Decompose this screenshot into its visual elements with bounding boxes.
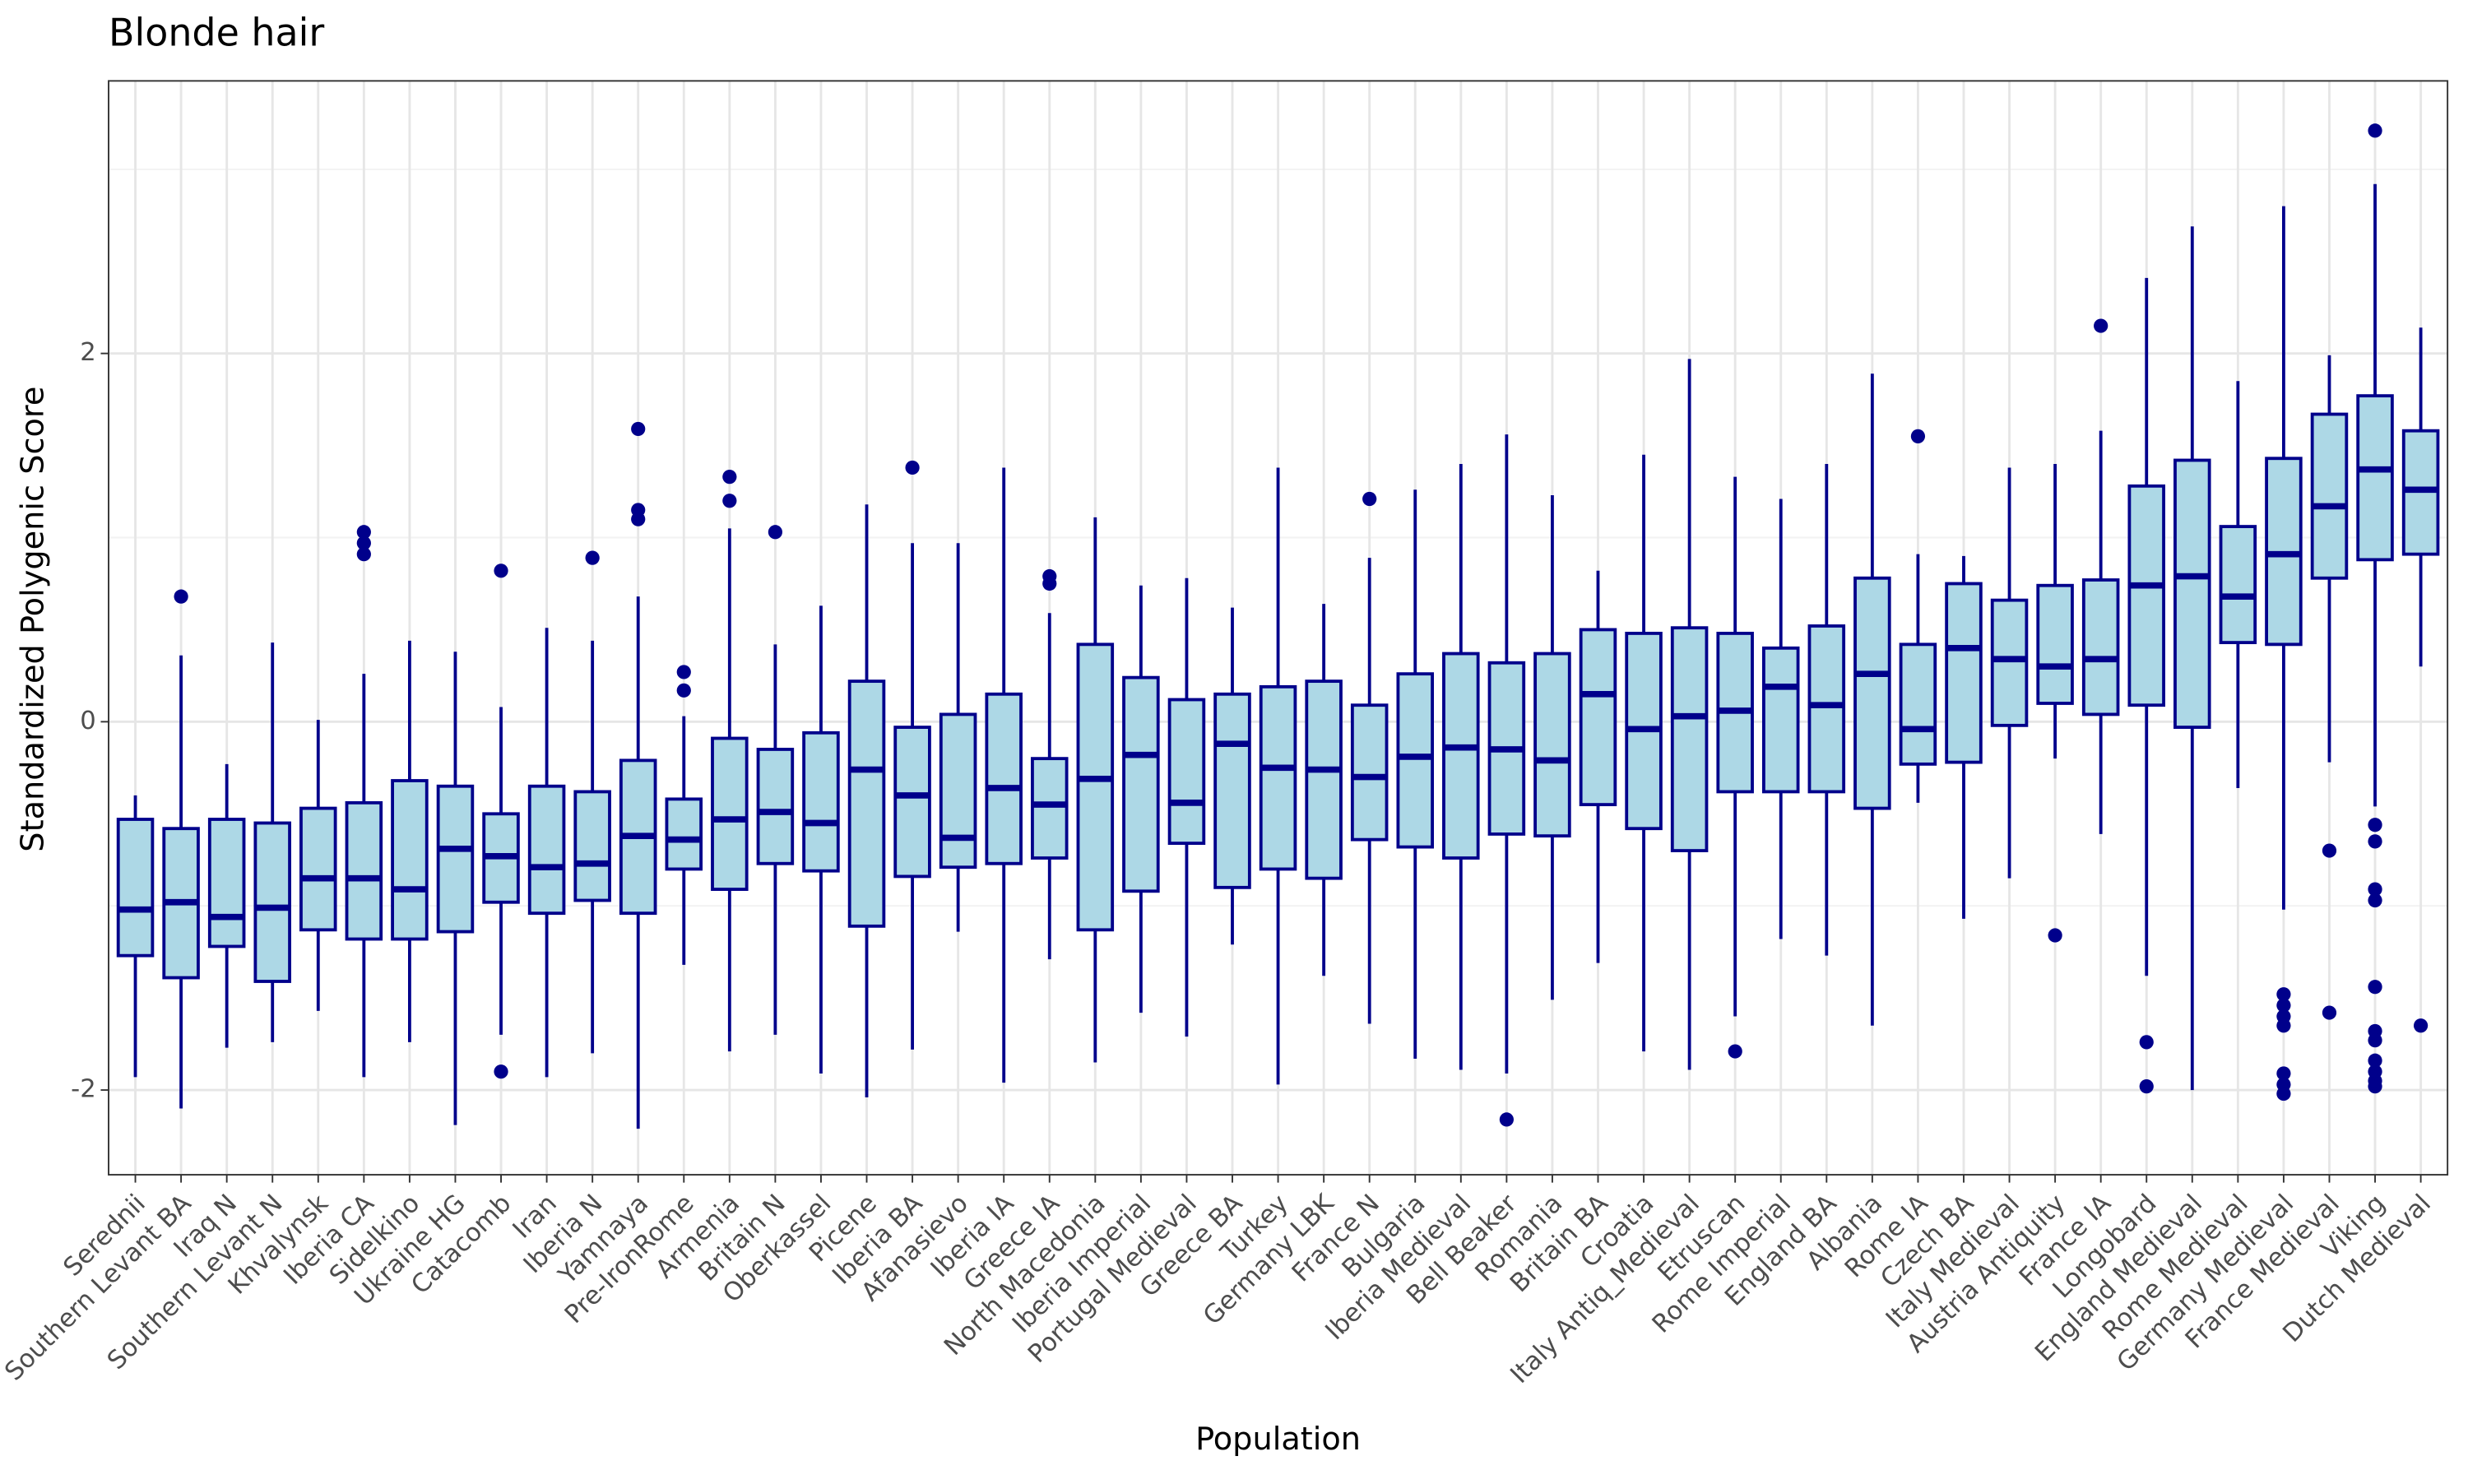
outlier	[494, 563, 508, 578]
outlier	[2368, 1078, 2382, 1094]
outlier	[2368, 980, 2382, 995]
box	[1442, 652, 1480, 860]
box	[253, 821, 291, 983]
box	[665, 797, 703, 871]
outlier	[2276, 987, 2291, 1002]
outlier	[1728, 1044, 1742, 1059]
box	[2173, 458, 2211, 729]
outlier	[768, 525, 783, 540]
box	[345, 800, 383, 941]
box	[2127, 484, 2165, 707]
box	[893, 726, 931, 879]
box	[802, 730, 840, 873]
box	[1305, 679, 1343, 880]
box	[711, 736, 749, 891]
outlier	[2368, 834, 2382, 849]
outlier	[1910, 429, 1926, 443]
outlier	[631, 421, 646, 437]
box	[1853, 576, 1891, 810]
outlier	[356, 525, 371, 540]
outlier	[2368, 893, 2382, 908]
outlier	[494, 1064, 508, 1079]
box	[1396, 672, 1435, 849]
box	[1350, 703, 1389, 842]
box	[2036, 583, 2074, 705]
outlier	[2368, 882, 2382, 897]
outlier	[631, 512, 646, 526]
y-tick-label: 0	[80, 707, 95, 735]
box	[1807, 624, 1846, 794]
y-tick-label: 2	[80, 338, 95, 367]
box	[2310, 412, 2349, 580]
outlier	[2368, 1053, 2382, 1068]
outlier	[2322, 843, 2337, 858]
outlier	[2276, 998, 2291, 1013]
box	[1761, 646, 1800, 794]
box	[756, 748, 795, 865]
box	[527, 784, 566, 916]
outlier	[585, 550, 600, 565]
outlier	[2368, 123, 2382, 138]
outlier	[2368, 1033, 2382, 1048]
outlier	[356, 536, 371, 550]
y-tick-label: -2	[71, 1075, 96, 1104]
outlier	[676, 665, 691, 679]
box	[847, 679, 886, 928]
box	[436, 784, 475, 934]
box	[2081, 578, 2120, 716]
box	[1533, 652, 1571, 838]
outlier	[1362, 491, 1377, 507]
outlier	[2139, 1078, 2154, 1094]
box	[1122, 675, 1160, 893]
outlier	[2276, 1018, 2291, 1033]
outlier	[2413, 1018, 2429, 1033]
box	[1259, 684, 1297, 871]
outlier	[2368, 818, 2382, 832]
outlier	[1042, 576, 1057, 591]
outlier	[905, 460, 920, 475]
outlier	[676, 683, 691, 698]
box	[1670, 626, 1709, 852]
outlier	[1499, 1112, 1514, 1127]
box	[1990, 598, 2029, 727]
outlier	[356, 547, 371, 562]
outlier	[722, 494, 737, 508]
outlier	[722, 470, 737, 485]
box	[985, 692, 1023, 865]
box	[2219, 525, 2257, 645]
y-axis-label: Standardized Polygenic Score	[15, 387, 52, 852]
chart-title: Blonde hair	[109, 10, 324, 54]
box	[1579, 628, 1617, 807]
box	[573, 790, 611, 902]
box	[1167, 698, 1206, 846]
box	[1945, 582, 1983, 764]
box	[299, 806, 337, 932]
marks	[116, 123, 2440, 1129]
box	[939, 712, 977, 870]
outlier	[2276, 1086, 2291, 1101]
x-axis-label: Population	[1195, 1421, 1361, 1458]
box	[2356, 394, 2394, 562]
outlier	[2322, 1005, 2337, 1020]
outlier	[174, 589, 188, 604]
outlier	[2276, 1066, 2291, 1081]
outlier	[2094, 318, 2108, 333]
outlier	[2048, 928, 2062, 943]
outlier	[2139, 1035, 2154, 1050]
box	[391, 779, 429, 941]
box	[1213, 692, 1251, 889]
box	[207, 818, 246, 948]
box	[1031, 757, 1069, 860]
box	[1076, 642, 1115, 932]
box	[1899, 642, 1937, 766]
box	[116, 818, 155, 958]
